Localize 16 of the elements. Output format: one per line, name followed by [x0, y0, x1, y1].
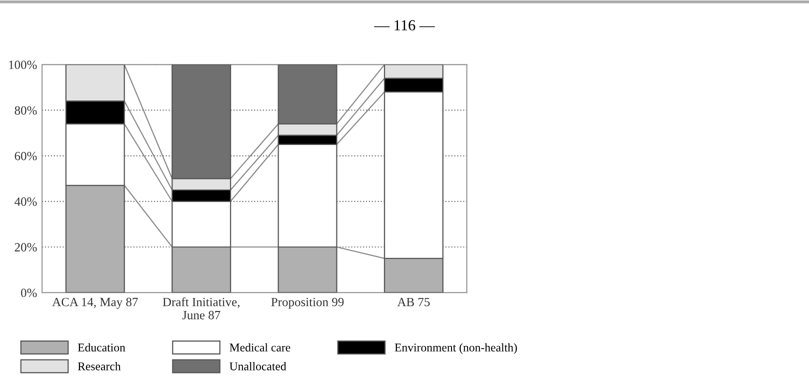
y-tick-label: 100% [9, 60, 37, 70]
legend-label: Education [78, 343, 126, 352]
x-tick-label: AB 75 [397, 298, 430, 306]
legend-label: Unallocated [230, 362, 286, 370]
legend-label: Research [78, 362, 121, 370]
legend-label: Environment (non-health) [394, 343, 517, 354]
legend-label: Medical care [230, 343, 290, 352]
x-tick-label: Proposition 99 [271, 298, 344, 309]
x-tick-label: Draft Initiative, June 87 [162, 297, 240, 320]
y-tick-label: 40% [14, 197, 37, 206]
text: — 116 — [374, 20, 435, 30]
y-tick-label: 20% [14, 243, 37, 252]
x-tick-label: ACA 14, May 87 [52, 298, 138, 309]
y-tick-label: 60% [14, 152, 37, 160]
y-tick-label: 80% [14, 106, 37, 115]
y-tick-label: 0% [21, 288, 37, 298]
